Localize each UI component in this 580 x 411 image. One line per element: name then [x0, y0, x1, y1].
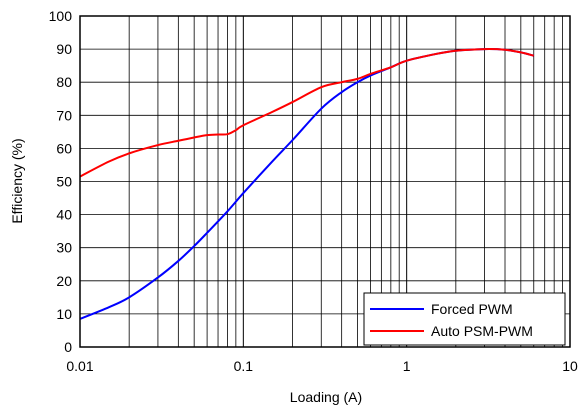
- x-tick-label: 1: [403, 358, 411, 374]
- legend-label-auto-psm-pwm: Auto PSM-PWM: [431, 323, 533, 339]
- series-line-forced-pwm: [79, 48, 535, 320]
- y-tick-label: 30: [56, 240, 72, 256]
- series-layer: [79, 48, 535, 320]
- y-tick-label: 50: [56, 174, 72, 190]
- y-tick-label: 40: [56, 207, 72, 223]
- y-tick-label: 20: [56, 273, 72, 289]
- y-tick-label: 0: [64, 339, 72, 355]
- plot-frame: [79, 15, 571, 348]
- y-tick-label: 80: [56, 74, 72, 90]
- legend-box: [363, 292, 566, 346]
- y-tick-labels: 0 10 20 30 40 50 60 70 80 90 100: [49, 8, 73, 355]
- legend-label-forced-pwm: Forced PWM: [431, 301, 513, 317]
- x-tick-labels: 0.01 0.1 1 10: [66, 358, 578, 374]
- x-tick-label: 10: [562, 358, 578, 374]
- x-tick-label: 0.1: [234, 358, 254, 374]
- y-axis-title: Efficiency (%): [9, 138, 25, 223]
- y-tick-label: 60: [56, 140, 72, 156]
- series-line-auto-psm-pwm: [79, 48, 535, 178]
- y-tick-label: 10: [56, 306, 72, 322]
- y-tick-label: 70: [56, 107, 72, 123]
- y-tick-label: 90: [56, 41, 72, 57]
- x-tick-label: 0.01: [66, 358, 93, 374]
- x-axis-title: Loading (A): [290, 389, 362, 405]
- legend: Forced PWM Auto PSM-PWM: [363, 292, 566, 346]
- y-tick-label: 100: [49, 8, 73, 24]
